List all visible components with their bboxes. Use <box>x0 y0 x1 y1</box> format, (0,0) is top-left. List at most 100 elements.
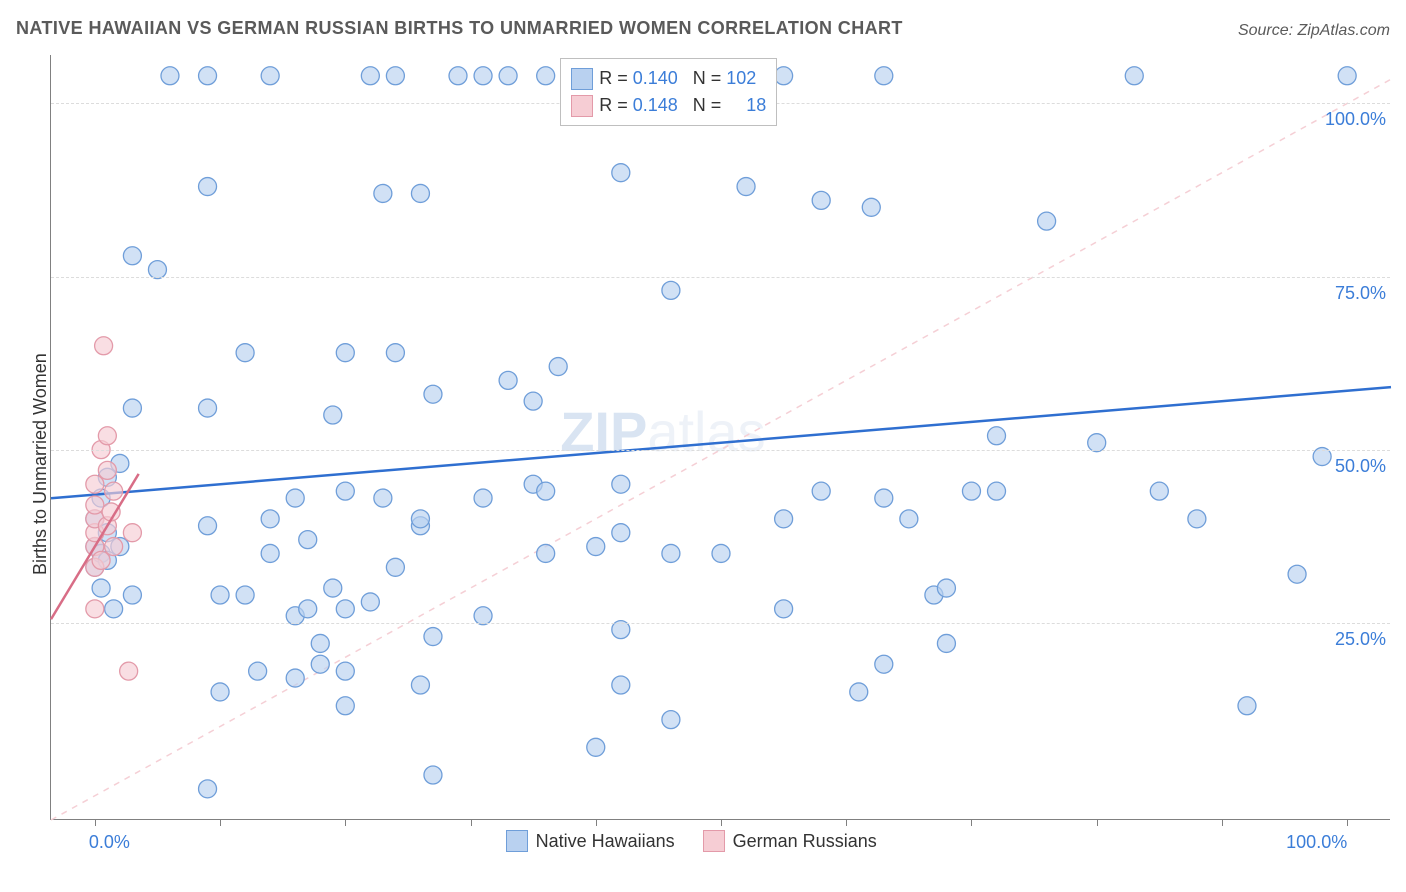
bottom-legend: Native Hawaiians German Russians <box>506 830 897 852</box>
data-point <box>211 586 229 604</box>
data-point <box>311 634 329 652</box>
data-point <box>612 676 630 694</box>
data-point <box>98 427 116 445</box>
data-point <box>92 579 110 597</box>
data-point <box>712 544 730 562</box>
data-point <box>386 558 404 576</box>
data-point <box>105 538 123 556</box>
data-point <box>120 662 138 680</box>
data-point <box>612 475 630 493</box>
data-point <box>612 524 630 542</box>
data-point <box>524 392 542 410</box>
data-point <box>98 461 116 479</box>
data-point <box>374 489 392 507</box>
data-point <box>988 482 1006 500</box>
y-tick-label: 100.0% <box>1321 109 1386 130</box>
data-point <box>95 337 113 355</box>
data-point <box>537 544 555 562</box>
data-point <box>662 544 680 562</box>
data-point <box>199 67 217 85</box>
data-point <box>1038 212 1056 230</box>
data-point <box>875 655 893 673</box>
data-point <box>1288 565 1306 583</box>
x-tickmark <box>95 819 96 826</box>
data-point <box>336 600 354 618</box>
data-point <box>862 198 880 216</box>
data-point <box>1338 67 1356 85</box>
data-point <box>850 683 868 701</box>
data-point <box>662 281 680 299</box>
data-point <box>386 344 404 362</box>
data-point <box>311 655 329 673</box>
data-point <box>123 524 141 542</box>
data-point <box>249 662 267 680</box>
data-point <box>424 766 442 784</box>
data-point <box>662 711 680 729</box>
data-point <box>336 662 354 680</box>
data-point <box>105 482 123 500</box>
data-point <box>199 517 217 535</box>
data-point <box>1125 67 1143 85</box>
legend-label: German Russians <box>733 831 877 852</box>
data-point <box>324 406 342 424</box>
correlation-text: R = 0.148 N = 18 <box>599 92 766 119</box>
data-point <box>361 67 379 85</box>
y-tick-label: 75.0% <box>1321 283 1386 304</box>
data-point <box>199 178 217 196</box>
data-point <box>105 600 123 618</box>
data-point <box>875 67 893 85</box>
data-point <box>286 489 304 507</box>
data-point <box>361 593 379 611</box>
data-point <box>261 544 279 562</box>
correlation-row: R = 0.148 N = 18 <box>571 92 766 119</box>
x-tickmark <box>345 819 346 826</box>
data-point <box>123 586 141 604</box>
data-point <box>123 399 141 417</box>
data-point <box>336 482 354 500</box>
x-tickmark <box>596 819 597 826</box>
plot-svg <box>51 55 1390 819</box>
x-tick-label: 100.0% <box>1286 832 1347 853</box>
data-point <box>775 600 793 618</box>
data-point <box>1188 510 1206 528</box>
source-label: Source: ZipAtlas.com <box>1238 22 1390 40</box>
data-point <box>411 676 429 694</box>
data-point <box>336 697 354 715</box>
data-point <box>336 344 354 362</box>
data-point <box>299 600 317 618</box>
data-point <box>236 344 254 362</box>
data-point <box>286 669 304 687</box>
data-point <box>499 67 517 85</box>
data-point <box>737 178 755 196</box>
y-tick-label: 50.0% <box>1321 456 1386 477</box>
data-point <box>374 184 392 202</box>
data-point <box>236 586 254 604</box>
data-point <box>537 67 555 85</box>
x-tickmark <box>971 819 972 826</box>
data-point <box>424 385 442 403</box>
data-point <box>612 164 630 182</box>
x-tickmark <box>1347 819 1348 826</box>
data-point <box>937 634 955 652</box>
y-tick-label: 25.0% <box>1321 629 1386 650</box>
data-point <box>587 738 605 756</box>
correlation-row: R = 0.140 N = 102 <box>571 65 766 92</box>
data-point <box>474 67 492 85</box>
legend-label: Native Hawaiians <box>536 831 675 852</box>
data-point <box>411 510 429 528</box>
x-tick-label: 0.0% <box>89 832 130 853</box>
x-tickmark <box>846 819 847 826</box>
y-axis-label: Births to Unmarried Women <box>30 353 51 575</box>
data-point <box>92 551 110 569</box>
legend-swatch <box>571 95 593 117</box>
data-point <box>875 489 893 507</box>
data-point <box>775 67 793 85</box>
data-point <box>812 191 830 209</box>
data-point <box>1238 697 1256 715</box>
data-point <box>261 510 279 528</box>
x-tickmark <box>1222 819 1223 826</box>
data-point <box>937 579 955 597</box>
data-point <box>474 489 492 507</box>
x-tickmark <box>1097 819 1098 826</box>
data-point <box>411 184 429 202</box>
